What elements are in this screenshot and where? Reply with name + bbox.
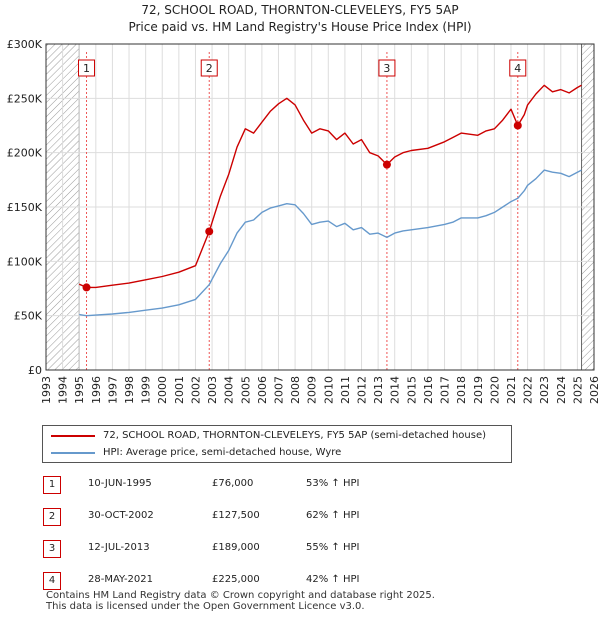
x-tick-label: 2013	[372, 376, 385, 404]
legend-hpi-label: HPI: Average price, semi-detached house,…	[103, 447, 342, 458]
x-tick-label: 2023	[538, 376, 551, 404]
x-tick-label: 2014	[389, 376, 402, 404]
y-tick-label: £0	[28, 364, 42, 377]
x-tick-label: 2011	[339, 376, 352, 404]
sale-number-box	[78, 59, 96, 77]
x-tick-label: 2025	[571, 376, 584, 404]
legend-price-swatch	[51, 435, 95, 437]
sale-number-badge: 4	[43, 572, 61, 590]
footer: Contains HM Land Registry data © Crown c…	[46, 590, 435, 612]
legend-price-label: 72, SCHOOL ROAD, THORNTON-CLEVELEYS, FY5…	[103, 430, 487, 441]
sale-price: £225,000	[212, 574, 260, 585]
sale-point	[205, 227, 214, 236]
x-tick-label: 2003	[206, 376, 219, 404]
x-tick-label: 2024	[555, 376, 568, 404]
x-tick-label: 2009	[306, 376, 319, 404]
sale-price: £76,000	[212, 478, 254, 489]
y-tick-label: £300K	[7, 38, 43, 51]
title-line-1: 72, SCHOOL ROAD, THORNTON-CLEVELEYS, FY5…	[141, 3, 459, 17]
y-tick-label: £250K	[7, 92, 43, 105]
x-tick-label: 2001	[173, 376, 186, 404]
x-tick-label: 2016	[422, 376, 435, 404]
x-tick-label: 2005	[239, 376, 252, 404]
sale-point	[82, 283, 91, 292]
legend: 72, SCHOOL ROAD, THORNTON-CLEVELEYS, FY5…	[42, 425, 512, 463]
hpi-line	[79, 169, 582, 317]
x-tick-label: 1993	[40, 376, 53, 404]
sale-hpi-change: 53% ↑ HPI	[306, 478, 360, 489]
sale-number-label: 4	[514, 62, 521, 75]
x-tick-label: 2012	[356, 376, 369, 404]
sale-row: 1 10-JUN-1995 £76,000 53% ↑ HPI	[40, 470, 600, 502]
sale-date: 10-JUN-1995	[88, 478, 152, 489]
x-tick-label: 2004	[223, 376, 236, 404]
sale-date: 30-OCT-2002	[88, 510, 154, 521]
x-tick-label: 2021	[505, 376, 518, 404]
plot-frame	[45, 43, 595, 371]
x-tick-label: 2000	[156, 376, 169, 404]
x-tick-label: 2002	[189, 376, 202, 404]
y-tick-label: £50K	[14, 310, 43, 323]
x-tick-label: 1999	[140, 376, 153, 404]
x-tick-label: 1998	[123, 376, 136, 404]
legend-hpi-swatch	[51, 452, 95, 454]
x-tick-label: 2026	[588, 376, 600, 404]
sale-date: 12-JUL-2013	[88, 542, 150, 553]
x-tick-label: 2017	[439, 376, 452, 404]
sale-hpi-change: 62% ↑ HPI	[306, 510, 360, 521]
sale-number-label: 3	[383, 62, 390, 75]
x-tick-label: 2020	[488, 376, 501, 404]
x-tick-label: 2006	[256, 376, 269, 404]
x-tick-label: 2022	[522, 376, 535, 404]
sale-number-badge: 2	[43, 508, 61, 526]
y-tick-label: £150K	[7, 201, 43, 214]
x-tick-label: 2019	[472, 376, 485, 404]
x-tick-label: 2008	[289, 376, 302, 404]
sale-number-box	[200, 59, 218, 77]
sale-number-box	[509, 59, 527, 77]
sale-price: £127,500	[212, 510, 260, 521]
x-tick-label: 1997	[106, 376, 119, 404]
sale-number-label: 1	[83, 62, 90, 75]
sale-number-badge: 1	[43, 476, 61, 494]
footer-copyright: Contains HM Land Registry data © Crown c…	[46, 590, 435, 601]
title-line-2: Price paid vs. HM Land Registry's House …	[128, 20, 472, 34]
sale-number-box	[378, 59, 396, 77]
sale-row: 3 12-JUL-2013 £189,000 55% ↑ HPI	[40, 534, 600, 566]
x-tick-label: 2015	[405, 376, 418, 404]
sale-price: £189,000	[212, 542, 260, 553]
x-tick-label: 2007	[272, 376, 285, 404]
x-tick-label: 1994	[57, 376, 70, 404]
sale-date: 28-MAY-2021	[88, 574, 154, 585]
sale-point	[513, 121, 522, 130]
x-tick-label: 1995	[73, 376, 86, 404]
chart-title: 72, SCHOOL ROAD, THORNTON-CLEVELEYS, FY5…	[0, 2, 600, 36]
footer-licence: This data is licensed under the Open Gov…	[46, 601, 365, 612]
sales-table: 1 10-JUN-1995 £76,000 53% ↑ HPI 2 30-OCT…	[40, 470, 600, 598]
sale-number-label: 2	[206, 62, 213, 75]
x-tick-label: 2010	[322, 376, 335, 404]
x-tick-label: 2018	[455, 376, 468, 404]
sale-point	[382, 160, 391, 169]
sale-row: 2 30-OCT-2002 £127,500 62% ↑ HPI	[40, 502, 600, 534]
sale-number-badge: 3	[43, 540, 61, 558]
y-tick-label: £100K	[7, 255, 43, 268]
sale-hpi-change: 42% ↑ HPI	[306, 574, 360, 585]
y-tick-label: £200K	[7, 147, 43, 160]
sale-hpi-change: 55% ↑ HPI	[306, 542, 360, 553]
x-tick-label: 1996	[90, 376, 103, 404]
price-paid-line	[78, 84, 582, 289]
sale-row: 4 28-MAY-2021 £225,000 42% ↑ HPI	[40, 566, 600, 598]
